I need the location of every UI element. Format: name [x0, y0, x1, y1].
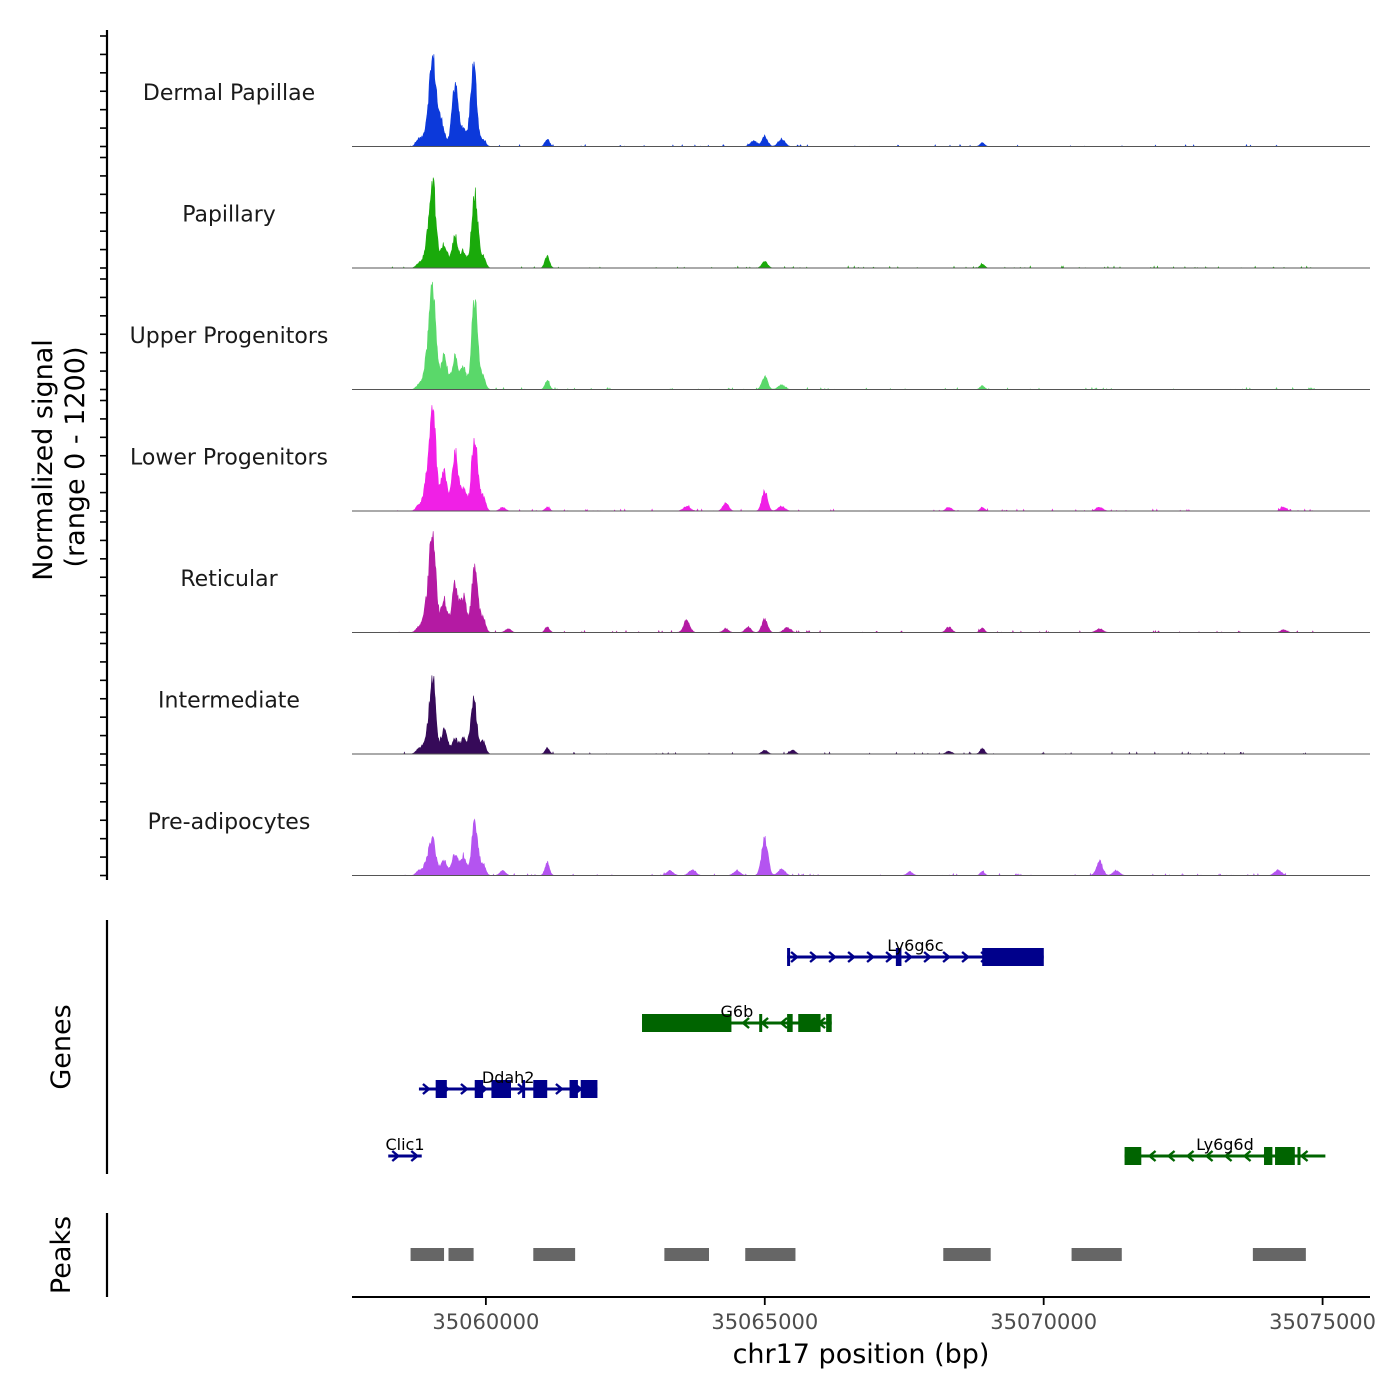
gene-coding-ddah2: [491, 1080, 511, 1098]
x-tick-label-35075000: 35075000: [1269, 1310, 1376, 1334]
gene-exon-g6b-3: [787, 1014, 793, 1032]
peaks-panel: [410, 1248, 1306, 1261]
gene-strand-arrow-ly6g6d: [1147, 1150, 1157, 1162]
gene-label-ly6g6c: Ly6g6c: [887, 936, 943, 955]
x-axis-ticks: 35060000 35065000 35070000 35075000: [432, 1297, 1376, 1334]
peak-region-5: [745, 1248, 796, 1261]
gene-strand-arrow-g6b: [741, 1017, 750, 1029]
gene-strand-arrow-ddah2: [422, 1083, 431, 1095]
genes-panel-title: Genes: [46, 1004, 77, 1089]
gene-strand-arrow-clic1: [410, 1150, 420, 1162]
coverage-tracks: Dermal Papillae Papillary Upper Progenitor…: [130, 54, 1370, 877]
gene-exon-ddah2-1: [435, 1080, 447, 1098]
gene-strand-arrow-ly6g6d: [1299, 1150, 1309, 1162]
peak-region-8: [1252, 1248, 1306, 1261]
gene-exon-ly6g6c-1: [787, 948, 791, 966]
peak-region-4: [664, 1248, 709, 1261]
x-tick-label-35065000: 35065000: [711, 1310, 818, 1334]
peak-region-7: [1071, 1248, 1122, 1261]
coverage-y-ticks: [100, 35, 107, 877]
y-axis-title-line1: Normalized signal: [28, 339, 59, 581]
peaks-panel-title: Peaks: [46, 1216, 77, 1294]
x-tick-label-35070000: 35070000: [990, 1310, 1097, 1334]
y-axis-title-line2: (range 0 - 1200): [60, 347, 91, 568]
gene-strand-arrow-ly6g6c: [790, 951, 799, 963]
track-label-papillary: Papillary: [182, 203, 276, 228]
genes-panel: Ly6g6c G6b Ddah2 Clic1 Ly6g6d: [385, 936, 1326, 1165]
peak-region-3: [533, 1248, 576, 1261]
gene-strand-arrow-ly6g6c: [942, 951, 951, 963]
gene-exon-ddah2-7: [580, 1080, 598, 1098]
peak-region-2: [448, 1248, 474, 1261]
gene-exon-ly6g6d-1: [1124, 1147, 1142, 1165]
x-tick-label-35060000: 35060000: [432, 1310, 539, 1334]
gene-strand-arrow-ly6g6c: [828, 951, 837, 963]
gene-exon-ly6g6d-2: [1264, 1147, 1273, 1165]
peak-region-1: [410, 1248, 445, 1261]
gene-strand-arrow-ly6g6c: [885, 951, 894, 963]
gene-strand-arrow-ly6g6d: [1204, 1150, 1214, 1162]
track-label-intermediate: Intermediate: [158, 689, 300, 714]
gene-exon-ddah2-6: [569, 1080, 578, 1098]
gene-coding-g6b: [642, 1014, 732, 1032]
gene-strand-arrow-ly6g6c: [809, 951, 818, 963]
gene-strand-arrow-ly6g6d: [1223, 1150, 1233, 1162]
gene-label-ly6g6d: Ly6g6d: [1196, 1135, 1254, 1154]
gene-strand-arrow-ly6g6d: [1166, 1150, 1176, 1162]
gene-strand-arrow-ddah2: [460, 1083, 469, 1095]
gene-strand-arrow-ly6g6c: [923, 951, 932, 963]
gene-exon-ddah2-4: [522, 1080, 526, 1098]
gene-exon-g6b-5: [826, 1014, 832, 1032]
gene-exon-g6b-4: [798, 1014, 821, 1032]
gene-strand-arrow-ly6g6d: [1185, 1150, 1195, 1162]
gene-exon-ly6g6d-4: [1297, 1147, 1301, 1165]
gene-strand-arrow-g6b: [779, 1017, 788, 1029]
track-label-pre-adipocytes: Pre-adipocytes: [148, 810, 311, 835]
gene-strand-arrow-ddah2: [555, 1083, 564, 1095]
gene-strand-arrow-ly6g6c: [866, 951, 875, 963]
track-label-upper-progenitors: Upper Progenitors: [130, 324, 329, 349]
gene-strand-arrow-ly6g6c: [961, 951, 970, 963]
gene-strand-arrow-ly6g6c: [847, 951, 856, 963]
gene-strand-arrow-ly6g6c: [904, 951, 913, 963]
track-label-lower-progenitors: Lower Progenitors: [130, 446, 328, 471]
gene-label-ddah2: Ddah2: [482, 1068, 535, 1087]
gene-exon-g6b-2: [759, 1014, 763, 1032]
gene-exon-ly6g6c-2: [895, 948, 902, 966]
gene-coding-ly6g6d: [1275, 1147, 1295, 1165]
gene-exon-ddah2-2: [474, 1080, 484, 1098]
gene-label-clic1: Clic1: [385, 1135, 424, 1154]
gene-strand-arrow-ly6g6d: [1242, 1150, 1252, 1162]
gene-label-g6b: G6b: [721, 1002, 754, 1021]
track-label-reticular: Reticular: [180, 567, 278, 592]
gene-strand-arrow-clic1: [391, 1150, 401, 1162]
gene-coding-ly6g6c: [982, 948, 1044, 966]
peak-region-6: [943, 1248, 991, 1261]
track-label-dermal-papillae: Dermal Papillae: [143, 81, 315, 106]
x-axis-title: chr17 position (bp): [733, 1339, 990, 1370]
gene-exon-ddah2-5: [533, 1080, 548, 1098]
